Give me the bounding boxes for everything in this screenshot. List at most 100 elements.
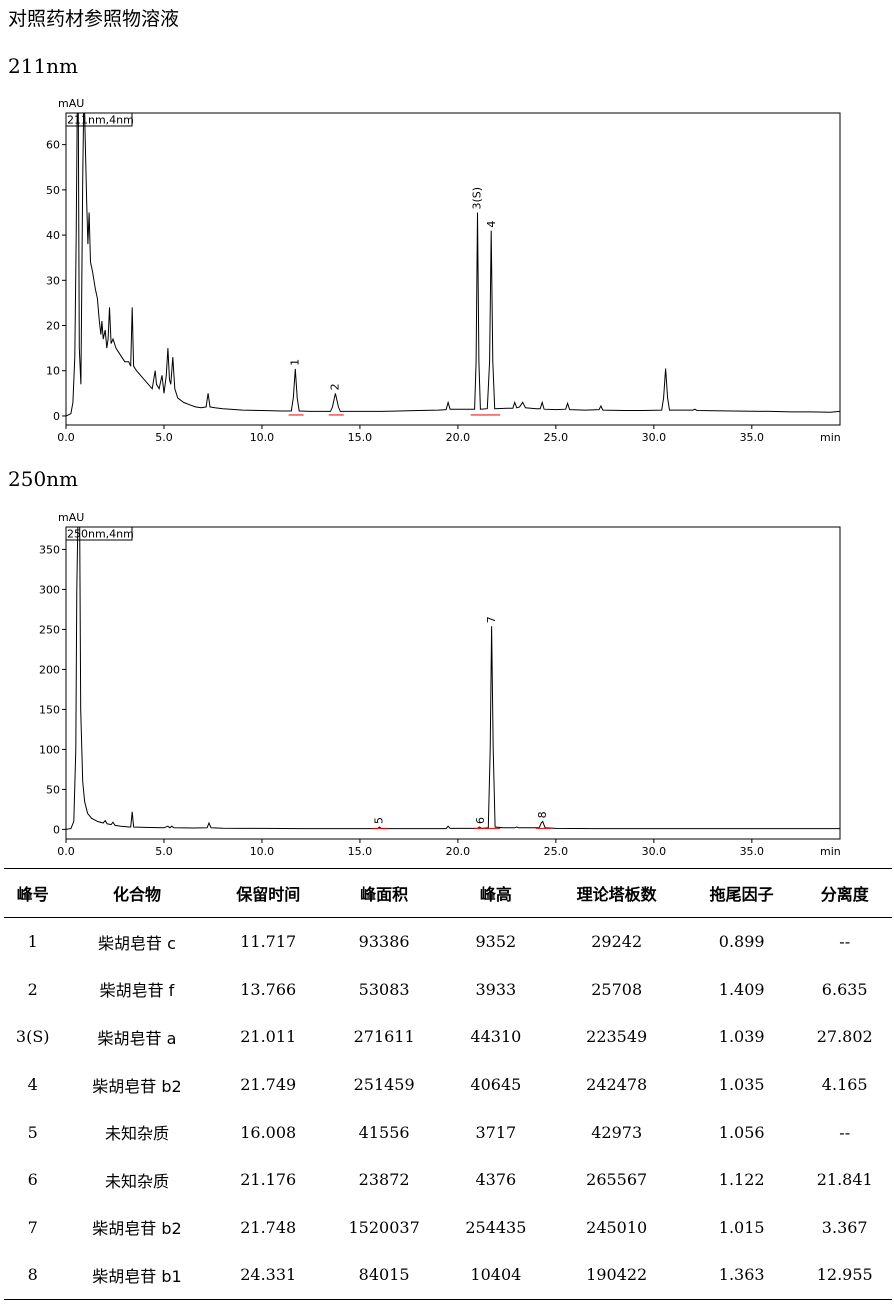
chart1-y-tick-label-5: 250: [39, 623, 60, 636]
chart1-x-tick-label-7: 35.0: [740, 845, 765, 856]
table-cell: 1.015: [718, 1217, 765, 1237]
table-cell: --: [839, 1122, 851, 1142]
panel-label-250nm: 250nm: [8, 467, 79, 491]
chart0-y-tick-label-2: 20: [46, 320, 60, 333]
table-cell: 16.008: [240, 1122, 297, 1142]
page-title: 对照药材参照物溶液: [8, 8, 180, 30]
chart1-x-tick-label-1: 5.0: [155, 845, 173, 856]
chart0-x-tick-label-2: 10.0: [250, 431, 275, 442]
table-cell: 265567: [586, 1170, 648, 1190]
table-cell: 24.331: [212, 1251, 324, 1300]
table-cell: 4.165: [821, 1075, 868, 1095]
table-cell: 245010: [586, 1217, 648, 1237]
table-cell: 3(S): [15, 1027, 50, 1047]
table-row: 3(S) 柴胡皂苷 a 21.011 271611 44310 223549 1.039 27…: [4, 1013, 892, 1061]
table-cell: 3.367: [821, 1217, 868, 1237]
table-cell: 41556: [358, 1122, 410, 1142]
table-cell: 25708: [591, 979, 643, 999]
table-cell: 27.802: [816, 1027, 873, 1047]
table-cell: 251459: [353, 1075, 415, 1095]
table-cell: 271611: [353, 1027, 415, 1047]
table-cell: 0.899: [718, 932, 765, 952]
table-row: 6 未知杂质 21.176 23872 4376 265567 1.122 21.841: [4, 1156, 892, 1204]
chart0-plot-frame: [65, 112, 841, 426]
table-cell: 1.409: [718, 979, 765, 999]
table-cell: 40645: [470, 1075, 522, 1095]
table-header-3: 峰面积: [323, 868, 445, 918]
chromatogram-211nm: mAU min 211nm,4nm 0 10 20 30 40 50 60 0.0 5.0 10.0 15…: [46, 97, 841, 442]
table-cell: 4376: [475, 1170, 517, 1190]
table-cell: 未知杂质: [104, 1171, 169, 1191]
chart0-x-tick-label-0: 0.0: [57, 431, 75, 442]
table-header-7: 分离度: [797, 868, 892, 918]
table-cell: 2: [27, 979, 38, 999]
table-row: 2 柴胡皂苷 f 13.766 53083 3933 25708 1.409 6.635: [4, 966, 892, 1014]
table-body: 1 柴胡皂苷 c 11.717 93386 9352 29242 0.899 -- 2 柴胡皂苷 …: [4, 918, 892, 1300]
table-cell: 42973: [591, 1122, 643, 1142]
chart0-y-tick-label-5: 50: [46, 184, 60, 197]
table-cell: 柴胡皂苷 b2: [92, 1219, 182, 1239]
table-header-6: 拖尾因子: [685, 868, 798, 918]
chart1-y-tick-label-0: 0: [53, 823, 60, 836]
chart1-x-tick-label-2: 10.0: [250, 845, 275, 856]
chart0-peak-label-2: 3(S): [471, 187, 484, 210]
table-cell: 1.122: [718, 1170, 765, 1190]
table-cell: 柴胡皂苷 a: [97, 1028, 177, 1048]
table-cell: 11.717: [240, 932, 297, 952]
table-header-2: 保留时间: [212, 868, 324, 918]
table-cell: 1.363: [685, 1251, 798, 1300]
table-cell: 223549: [586, 1027, 648, 1047]
chart1-peak-label-3: 8: [536, 811, 549, 818]
chart0-y-tick-label-6: 60: [46, 139, 60, 152]
table-cell: 柴胡皂苷 b2: [92, 1076, 182, 1096]
chart0-legend-frame: [65, 112, 133, 127]
panel-label-211nm: 211nm: [8, 54, 79, 78]
table-header-0: 峰号: [4, 868, 62, 918]
table-cell: 84015: [323, 1251, 445, 1300]
chromatogram-250nm: mAU min 250nm,4nm 0 50 100 150 200 250 300 350 0.0 5…: [39, 511, 841, 856]
chart1-y-tick-label-4: 200: [39, 663, 60, 676]
table-cell: 21.011: [240, 1027, 297, 1047]
chart0-x-tick-label-6: 30.0: [642, 431, 667, 442]
chart0-peak-label-0: 1: [289, 359, 302, 366]
chart1-signal-trace: [66, 527, 840, 830]
chart0-peak-label-1: 2: [329, 383, 342, 390]
chart1-y-tick-label-6: 300: [39, 583, 60, 596]
chart1-y-unit-label: mAU: [58, 511, 84, 524]
table-cell: 1520037: [348, 1217, 420, 1237]
chart0-peak-label-3: 4: [485, 221, 498, 228]
table-cell: 21.176: [240, 1170, 297, 1190]
table-cell: 柴胡皂苷 b1: [61, 1251, 213, 1300]
table-cell: 柴胡皂苷 c: [98, 933, 176, 953]
chart0-x-unit-label: min: [820, 431, 841, 442]
chart0-y-unit-label: mAU: [58, 97, 84, 110]
table-cell: 5: [27, 1122, 38, 1142]
chart1-legend-box: 250nm,4nm: [65, 526, 134, 541]
table-cell: 44310: [470, 1027, 522, 1047]
table-cell: 29242: [591, 932, 643, 952]
table-cell: 21.748: [240, 1217, 297, 1237]
table-cell: 21.841: [816, 1170, 873, 1190]
chart1-x-unit-label: min: [820, 845, 841, 856]
chart1-x-tick-label-5: 25.0: [544, 845, 569, 856]
chart0-x-tick-label-7: 35.0: [740, 431, 765, 442]
chart0-x-tick-label-5: 25.0: [544, 431, 569, 442]
chart0-signal-trace: [66, 113, 840, 417]
table-cell: 7: [27, 1217, 38, 1237]
chart1-x-tick-label-0: 0.0: [57, 845, 75, 856]
table-cell: 4: [27, 1075, 38, 1095]
chart1-legend-text: 250nm,4nm: [67, 528, 134, 541]
chart1-y-tick-label-3: 150: [39, 703, 60, 716]
chart1-x-tick-label-3: 15.0: [348, 845, 373, 856]
table-cell: --: [839, 932, 851, 952]
table-cell: 1.039: [718, 1027, 765, 1047]
chart1-legend-frame: [65, 526, 133, 541]
table-cell: 242478: [586, 1075, 648, 1095]
table-cell: 3717: [475, 1122, 517, 1142]
chart0-y-tick-label-3: 30: [46, 274, 60, 287]
table-header-row: 峰号 化合物 保留时间 峰面积 峰高 理论塔板数 拖尾因子 分离度: [4, 868, 892, 918]
table-row: 1 柴胡皂苷 c 11.717 93386 9352 29242 0.899 --: [4, 918, 892, 966]
table-cell: 21.749: [240, 1075, 297, 1095]
chart1-x-tick-label-4: 20.0: [446, 845, 471, 856]
chart1-peak-label-2: 7: [485, 616, 498, 623]
